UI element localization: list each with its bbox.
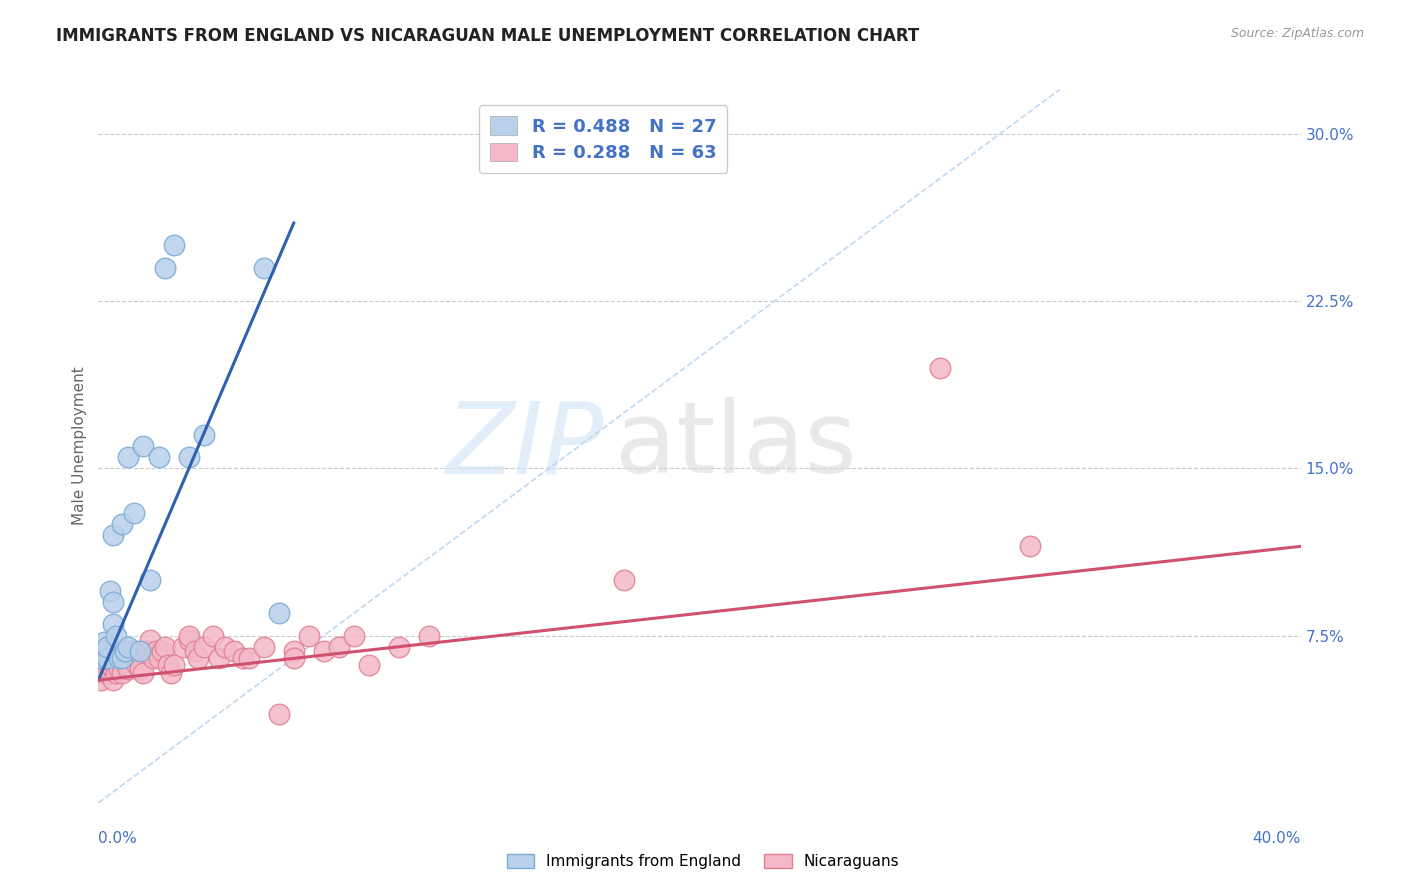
Point [148, 450, 170, 465]
Point [96, 651, 118, 665]
Point [193, 640, 215, 654]
Point [253, 640, 276, 654]
Point [357, 657, 380, 672]
Point [177, 633, 200, 648]
Point [124, 644, 146, 658]
Point [93, 644, 115, 658]
Point [177, 450, 200, 465]
Point [153, 640, 176, 654]
Point [103, 595, 125, 609]
Point [267, 607, 290, 621]
Point [145, 644, 167, 658]
Point [613, 573, 636, 587]
Point [232, 651, 254, 665]
Point [177, 628, 200, 642]
Point [90, 651, 112, 665]
Point [100, 666, 122, 681]
Point [312, 644, 335, 658]
Point [90, 666, 112, 681]
Point [343, 628, 366, 642]
Point [172, 640, 194, 654]
Point [103, 528, 125, 542]
Point [103, 655, 125, 669]
Point [96, 651, 118, 665]
Point [201, 628, 224, 642]
Point [103, 673, 125, 687]
Legend: R = 0.488   N = 27, R = 0.288   N = 63: R = 0.488 N = 27, R = 0.288 N = 63 [479, 105, 727, 173]
Point [132, 666, 155, 681]
Point [187, 651, 209, 665]
Point [117, 662, 139, 676]
Point [162, 657, 184, 672]
Point [108, 651, 131, 665]
Point [214, 640, 236, 654]
Text: ZIP: ZIP [446, 398, 603, 494]
Point [103, 662, 125, 676]
Point [103, 617, 125, 632]
Point [100, 651, 122, 665]
Point [96, 666, 118, 681]
Point [93, 662, 115, 676]
Point [124, 506, 146, 520]
Point [114, 644, 136, 658]
Point [90, 673, 112, 687]
Text: 0.0%: 0.0% [98, 831, 138, 847]
Point [93, 635, 115, 649]
Text: 40.0%: 40.0% [1253, 831, 1301, 847]
Point [121, 644, 143, 658]
Point [267, 706, 290, 721]
Point [111, 666, 134, 681]
Point [132, 439, 155, 453]
Point [253, 260, 276, 275]
Point [283, 644, 305, 658]
Point [127, 651, 149, 665]
Point [96, 640, 118, 654]
Point [208, 651, 231, 665]
Point [117, 450, 139, 465]
Point [105, 628, 128, 642]
Point [100, 583, 122, 598]
Point [159, 666, 181, 681]
Point [108, 651, 131, 665]
Point [298, 628, 321, 642]
Text: atlas: atlas [616, 398, 858, 494]
Point [129, 662, 152, 676]
Point [193, 427, 215, 442]
Point [1019, 539, 1042, 553]
Point [108, 662, 131, 676]
Point [283, 651, 305, 665]
Point [111, 651, 134, 665]
Point [135, 644, 157, 658]
Point [105, 666, 128, 681]
Point [418, 628, 440, 642]
Point [111, 517, 134, 532]
Point [328, 640, 350, 654]
Text: IMMIGRANTS FROM ENGLAND VS NICARAGUAN MALE UNEMPLOYMENT CORRELATION CHART: IMMIGRANTS FROM ENGLAND VS NICARAGUAN MA… [56, 27, 920, 45]
Point [153, 260, 176, 275]
Point [141, 651, 163, 665]
Point [138, 633, 160, 648]
Legend: Immigrants from England, Nicaraguans: Immigrants from England, Nicaraguans [501, 847, 905, 875]
Point [222, 644, 245, 658]
Point [148, 651, 170, 665]
Text: Source: ZipAtlas.com: Source: ZipAtlas.com [1230, 27, 1364, 40]
Point [96, 662, 118, 676]
Point [111, 655, 134, 669]
Point [162, 238, 184, 252]
Point [138, 573, 160, 587]
Point [114, 651, 136, 665]
Point [156, 657, 179, 672]
Point [117, 640, 139, 654]
Point [929, 360, 952, 375]
Point [93, 651, 115, 665]
Y-axis label: Male Unemployment: Male Unemployment [72, 367, 87, 525]
Point [129, 644, 152, 658]
Point [183, 644, 205, 658]
Point [105, 644, 128, 658]
Point [117, 657, 139, 672]
Point [150, 644, 173, 658]
Point [238, 651, 260, 665]
Point [388, 640, 411, 654]
Point [127, 657, 149, 672]
